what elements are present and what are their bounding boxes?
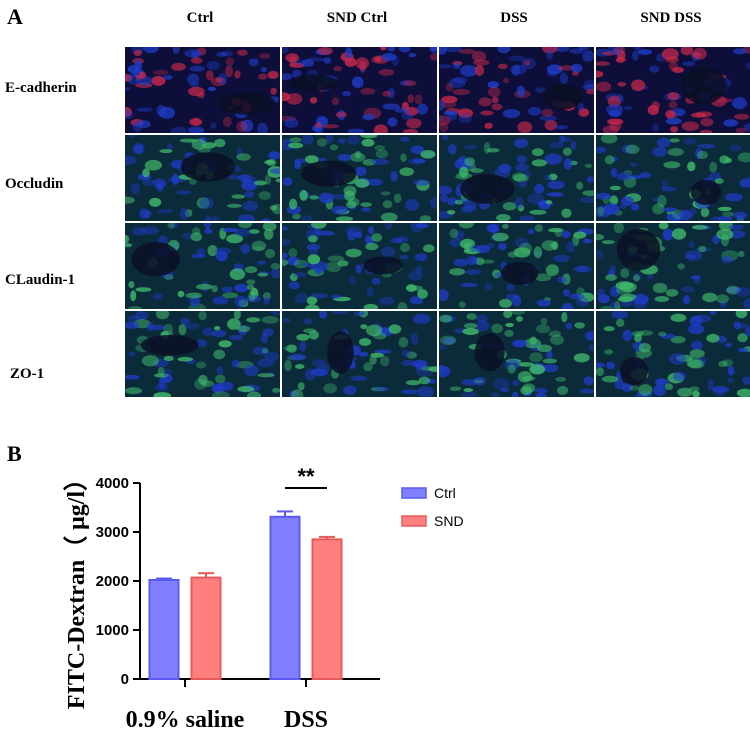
row-label-zo-1: ZO-1	[10, 366, 45, 382]
panel-b-letter: B	[7, 441, 22, 466]
micrograph-claudin-1-dss	[439, 223, 594, 309]
column-header-ctrl: Ctrl	[186, 10, 214, 26]
bar-snd-0	[190, 576, 222, 681]
bar-ctrl-0	[148, 579, 180, 681]
y-tick-label: 3000	[96, 524, 129, 541]
column-header-snd-ctrl: SND Ctrl	[326, 10, 388, 26]
y-tick-label: 0	[121, 671, 129, 688]
x-category-label: 0.9% saline	[126, 707, 245, 729]
micrograph-e-cadherin-snd-dss	[596, 47, 750, 133]
y-tick-label: 4000	[96, 475, 129, 492]
column-header-dss: DSS	[500, 10, 528, 26]
significance-stars: **	[297, 464, 315, 489]
panel-a-letter: A	[7, 4, 23, 29]
bar-snd-1	[311, 538, 343, 680]
micrograph-claudin-1-snd-ctrl	[282, 223, 437, 309]
micrograph-occludin-ctrl	[125, 135, 280, 221]
y-axis-label: FITC-Dextran（ μg/l）	[63, 467, 90, 709]
y-tick-label: 1000	[96, 622, 129, 639]
row-label-occludin: Occludin	[5, 176, 64, 192]
column-header-snd-dss: SND DSS	[640, 10, 702, 26]
micrograph-occludin-dss	[439, 135, 594, 221]
bar-ctrl-1	[269, 515, 301, 680]
micrograph-zo-1-ctrl	[125, 311, 280, 397]
micrograph-zo-1-snd-ctrl	[282, 311, 437, 397]
legend-label-snd: SND	[434, 513, 464, 529]
y-tick-label: 2000	[96, 573, 129, 590]
row-label-claudin-1: CLaudin-1	[5, 272, 76, 288]
row-label-e-cadherin: E-cadherin	[5, 80, 77, 96]
micrograph-claudin-1-ctrl	[125, 223, 280, 309]
micrograph-e-cadherin-ctrl	[125, 47, 280, 133]
micrograph-e-cadherin-dss	[439, 47, 594, 133]
legend-swatch-snd	[401, 515, 427, 527]
legend-swatch-ctrl	[401, 487, 427, 499]
legend-label-ctrl: Ctrl	[434, 485, 456, 501]
x-category-label: DSS	[284, 707, 328, 729]
micrograph-zo-1-snd-dss	[596, 311, 750, 397]
micrograph-occludin-snd-dss	[596, 135, 750, 221]
fitc-dextran-bar-chart: 0 1000 2000 3000 4000 FITC-Dextran（ μg/l） 0.9%…	[63, 464, 464, 729]
micrograph-e-cadherin-snd-ctrl	[282, 47, 437, 133]
micrograph-occludin-snd-ctrl	[282, 135, 437, 221]
micrograph-zo-1-dss	[439, 311, 594, 397]
micrograph-claudin-1-snd-dss	[596, 223, 750, 309]
